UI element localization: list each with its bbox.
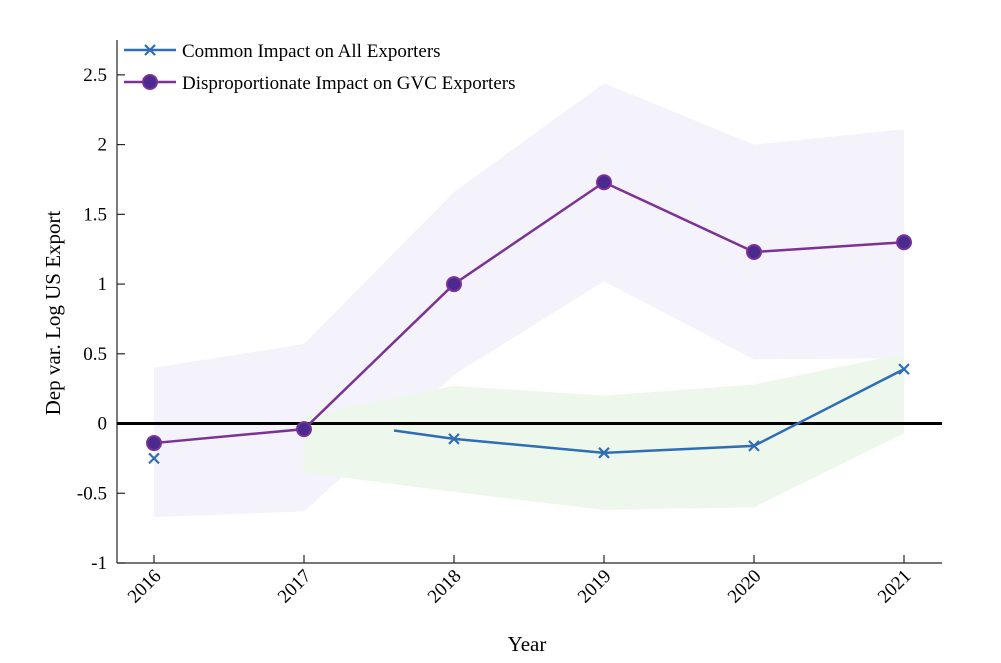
gvc-impact-point <box>896 234 912 251</box>
axes <box>116 40 942 564</box>
confidence-bands <box>154 83 904 517</box>
gvc-impact-point <box>296 421 312 438</box>
legend-label-common: Common Impact on All Exporters <box>182 41 441 62</box>
y-ticks: -1 -0.5 0 0.5 1 1.5 2 2.5 <box>77 65 125 574</box>
legend-x-glyph <box>144 44 156 56</box>
y-axis-title: Dep var. Log US Export <box>41 210 65 415</box>
y-tick-label: -0.5 <box>77 483 107 504</box>
common-impact-point <box>748 440 760 452</box>
legend-marker-x <box>144 44 156 56</box>
y-tick-label: 0.5 <box>83 344 107 365</box>
common-impact-point <box>598 447 610 459</box>
y-tick-label: -1 <box>91 553 107 574</box>
gvc-impact-point <box>746 243 762 260</box>
gvc-impact-point <box>146 435 162 452</box>
legend: Common Impact on All Exporters Dispropor… <box>124 41 515 94</box>
common-impact-point <box>448 433 460 445</box>
y-tick-label: 2.5 <box>83 65 107 86</box>
x-tick-label: 2018 <box>424 566 466 608</box>
y-tick-label: 1.5 <box>83 204 107 225</box>
y-tick-label: 1 <box>98 274 108 295</box>
gvc-impact-point <box>596 174 612 191</box>
x-tick-label: 2021 <box>874 566 916 608</box>
common-confidence-band <box>304 353 904 511</box>
legend-marker-circle <box>142 74 158 90</box>
x-tick-label: 2020 <box>724 566 766 608</box>
gvc-impact-point <box>446 276 462 293</box>
common-impact-point <box>898 363 910 375</box>
legend-label-gvc: Disproportionate Impact on GVC Exporters <box>182 73 515 94</box>
x-tick-label: 2016 <box>124 566 166 608</box>
gvc-confidence-band <box>154 83 904 517</box>
x-axis-title: Year <box>508 632 547 656</box>
y-tick-label: 0 <box>98 414 108 435</box>
x-tick-label: 2019 <box>574 566 616 608</box>
y-tick-label: 2 <box>98 135 108 156</box>
gvc-impact-line <box>153 180 905 445</box>
x-tick-label: 2017 <box>274 566 316 608</box>
series-markers <box>146 174 912 465</box>
common-impact-point <box>148 452 160 465</box>
